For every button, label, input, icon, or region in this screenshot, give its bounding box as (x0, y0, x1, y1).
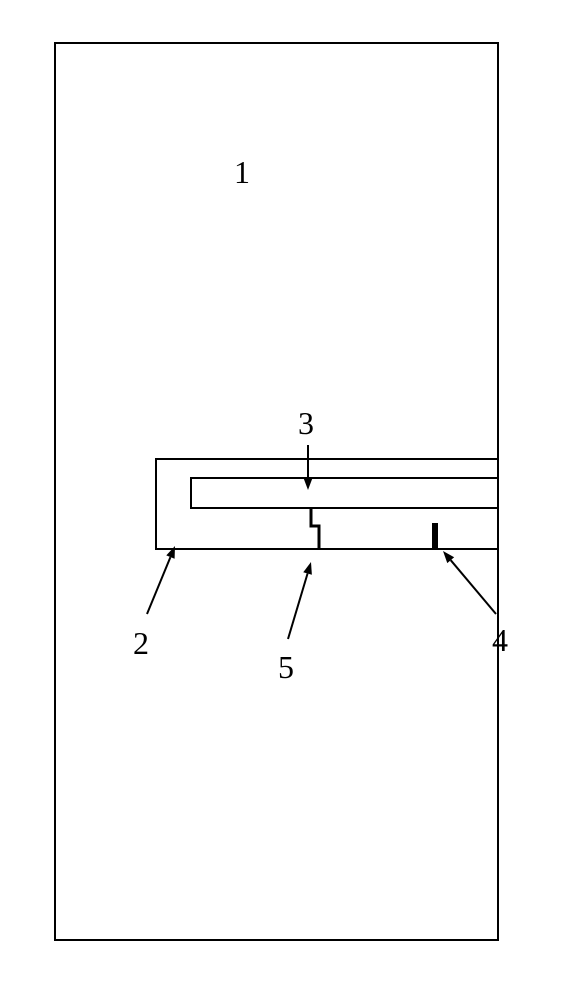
slot-rect (156, 459, 498, 549)
short-bar (432, 523, 438, 549)
arrow-a4-shaft (451, 560, 496, 614)
arrow-a2-head (166, 546, 175, 559)
outer-rect (55, 43, 498, 940)
label-4: 4 (492, 622, 508, 659)
diagram-svg (0, 0, 581, 1000)
arrow-a3-head (304, 478, 313, 490)
arrow-a5-shaft (288, 573, 308, 639)
step-mark (311, 509, 319, 549)
label-2: 2 (133, 625, 149, 662)
diagram-root: 1 3 2 5 4 (0, 0, 581, 1000)
arrow-a5-head (303, 562, 312, 575)
inner-rect (191, 478, 498, 508)
label-3: 3 (298, 405, 314, 442)
arrow-a2-shaft (147, 557, 170, 614)
label-1: 1 (234, 154, 250, 191)
label-5: 5 (278, 649, 294, 686)
